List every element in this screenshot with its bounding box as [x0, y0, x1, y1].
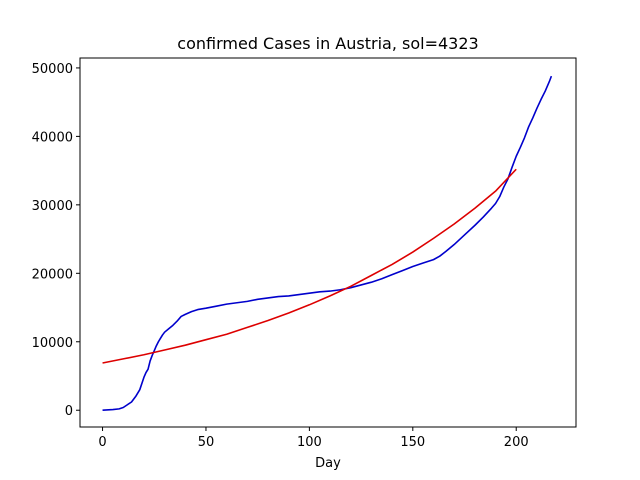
y-tick-label: 40000	[32, 130, 73, 145]
y-axis-ticks: 0 10000 20000 30000 40000 50000	[32, 62, 80, 419]
series-line-1	[102, 75, 553, 412]
x-tick-label: 150	[400, 435, 425, 450]
y-tick-label: 20000	[32, 267, 73, 282]
y-tick-label: 30000	[32, 199, 73, 214]
series-line-2	[102, 168, 517, 364]
y-tick-label: 50000	[32, 62, 73, 77]
x-tick-label: 200	[504, 435, 529, 450]
plot-frame	[79, 57, 577, 428]
x-tick-label: 100	[297, 435, 322, 450]
x-axis-ticks: 0 50 100 150 200	[98, 427, 529, 450]
x-tick-label: 50	[198, 435, 215, 450]
chart-title: confirmed Cases in Austria, sol=4323	[177, 34, 478, 53]
x-tick-label: 0	[98, 435, 106, 450]
series-layer	[102, 75, 553, 412]
x-axis-label: Day	[315, 456, 341, 471]
y-tick-label: 0	[65, 404, 73, 419]
y-tick-label: 10000	[32, 336, 73, 351]
